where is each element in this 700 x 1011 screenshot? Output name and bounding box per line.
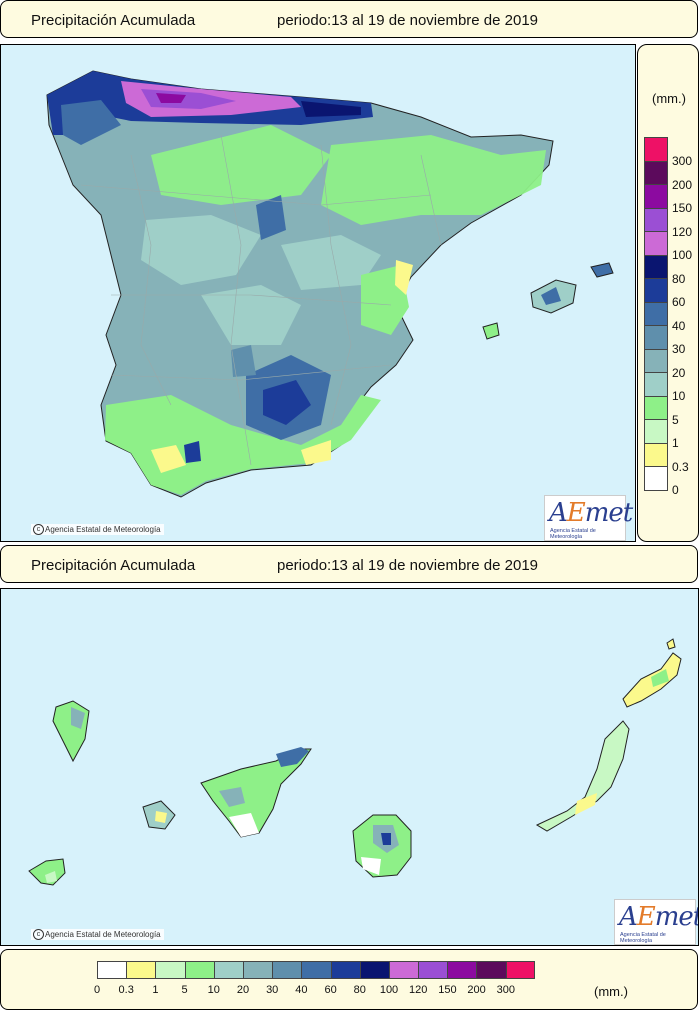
- legend-swatch-h-100: [388, 961, 419, 979]
- legend-label-200: 200: [672, 177, 693, 192]
- legend-swatch-120: [644, 207, 668, 231]
- copyright-notice: c Agencia Estatal de Meteorología: [31, 524, 164, 535]
- canarias-map-graphic: [28, 638, 682, 886]
- copyright-icon: c: [33, 524, 44, 535]
- legend-swatch-0: [644, 466, 668, 491]
- peninsula-map: c Agencia Estatal de Meteorología AEmet …: [0, 44, 636, 542]
- period-label: periodo:13 al 19 de noviembre de 2019: [277, 12, 539, 29]
- legend-swatch-60: [644, 278, 668, 302]
- legend-swatch-h-120: [418, 961, 448, 979]
- horizontal-legend: 0 0.3 1 5 10 20 30 40 60 80 100 120 150 200 300 (mm.): [0, 949, 698, 1010]
- copyright-text-canarias: Agencia Estatal de Meteorología: [45, 930, 161, 939]
- legend-label-h-0: 0: [93, 984, 101, 996]
- legend-swatch-20: [644, 348, 668, 372]
- legend-label-h-100: 100: [379, 984, 399, 996]
- legend-label-120: 120: [672, 224, 693, 239]
- legend-label-h-30: 30: [266, 984, 279, 996]
- legend-label-100: 100: [672, 248, 693, 262]
- period-label-canarias: periodo:13 al 19 de noviembre de 2019: [277, 557, 539, 574]
- menorca-land: [590, 262, 614, 278]
- legend-label-10: 10: [672, 389, 686, 403]
- legend-label-40: 40: [672, 318, 686, 333]
- logo-subtitle: Agencia Estatal de Meteorología: [550, 528, 596, 540]
- legend-swatch-h-20: [242, 961, 273, 979]
- legend-label-h-5: 5: [181, 984, 188, 996]
- legend-label-h-80: 80: [353, 984, 366, 996]
- legend-swatch-h-40: [301, 961, 331, 979]
- vertical-legend: (mm.) 300 200 150 120 100 80 60 40 30 20 10 5 1 0.3 0: [637, 44, 699, 542]
- copyright-icon-canarias: c: [33, 929, 44, 940]
- legend-swatch-h-200: [476, 961, 506, 979]
- legend-swatch-5: [644, 395, 668, 419]
- legend-unit: (mm.): [652, 91, 686, 106]
- legend-label-h-200: 200: [467, 984, 486, 996]
- la-graciosa-land: [666, 638, 676, 650]
- ibiza-land: [482, 322, 500, 340]
- legend-swatch-h-150: [447, 961, 477, 979]
- legend-swatch-10: [644, 372, 668, 396]
- legend-swatch-h-300: [505, 961, 535, 979]
- legend-unit-horizontal: (mm.): [594, 984, 628, 999]
- fuerteventura-land: [535, 720, 630, 832]
- peninsula-map-graphic: [46, 70, 614, 498]
- legend-swatch-0.3: [644, 442, 668, 466]
- logo-subtitle-canarias: Agencia Estatal de Meteorología: [620, 932, 666, 944]
- legend-label-300: 300: [672, 154, 693, 168]
- copyright-text: Agencia Estatal de Meteorología: [45, 525, 161, 534]
- legend-label-h-10: 10: [207, 984, 220, 996]
- legend-label-h-40: 40: [295, 984, 308, 996]
- bottom-header: Precipitación Acumulada periodo:13 al 19…: [0, 545, 698, 583]
- logo-wordmark-canarias: AEmet: [619, 902, 699, 932]
- legend-label-1: 1: [672, 436, 679, 450]
- legend-swatch-1: [644, 419, 668, 443]
- legend-label-20: 20: [672, 365, 686, 380]
- legend-label-80: 80: [672, 271, 686, 286]
- legend-swatch-80: [644, 254, 668, 278]
- legend-label-60: 60: [672, 295, 686, 309]
- legend-label-150: 150: [672, 201, 693, 215]
- legend-label-h-1: 1: [152, 984, 159, 996]
- legend-swatch-100: [644, 231, 668, 255]
- map-title-canarias: Precipitación Acumulada: [31, 557, 196, 574]
- legend-label-0: 0: [672, 483, 679, 497]
- legend-swatch-h-0.3: [126, 961, 156, 979]
- legend-swatch-h-5: [184, 961, 214, 979]
- top-header: Precipitación Acumulada periodo:13 al 19…: [0, 0, 698, 38]
- legend-label-h-120: 120: [409, 984, 428, 996]
- legend-label-h-300: 300: [496, 984, 515, 996]
- legend-swatch-h-1: [155, 961, 185, 979]
- copyright-notice-canarias: c Agencia Estatal de Meteorología: [31, 929, 164, 940]
- legend-label-0.3: 0.3: [672, 459, 689, 474]
- legend-swatch-30: [644, 325, 668, 349]
- aemet-logo-canarias: AEmet Agencia Estatal de Meteorología: [614, 899, 699, 945]
- legend-swatch-h-80: [359, 961, 389, 979]
- aemet-logo: AEmet Agencia Estatal de Meteorología: [544, 495, 633, 541]
- map-title: Precipitación Acumulada: [31, 12, 196, 29]
- legend-swatch-h-10: [213, 961, 243, 979]
- legend-swatch-h-60: [330, 961, 360, 979]
- legend-swatch-150: [644, 184, 668, 208]
- legend-label-30: 30: [672, 342, 686, 356]
- legend-color-row: [97, 961, 535, 979]
- canarias-map: c Agencia Estatal de Meteorología AEmet …: [0, 588, 699, 946]
- legend-label-h-60: 60: [324, 984, 337, 996]
- legend-label-h-20: 20: [236, 984, 250, 996]
- legend-label-5: 5: [672, 412, 679, 427]
- legend-swatch-h-0: [97, 961, 127, 979]
- logo-wordmark: AEmet: [549, 498, 633, 528]
- legend-label-h-150: 150: [438, 984, 457, 996]
- legend-color-column: [644, 137, 668, 491]
- legend-swatch-300: [644, 137, 668, 161]
- legend-swatch-h-30: [272, 961, 302, 979]
- tenerife-land: [200, 748, 312, 838]
- legend-label-h-0.3: 0.3: [118, 984, 134, 996]
- legend-swatch-200: [644, 160, 668, 184]
- legend-swatch-40: [644, 301, 668, 325]
